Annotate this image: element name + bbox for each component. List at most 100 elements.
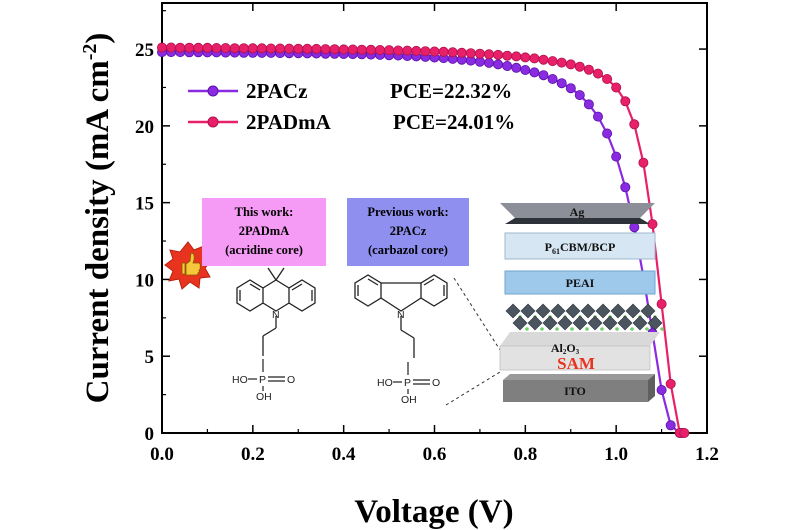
legend-label-2padma: 2PADmA xyxy=(246,110,332,134)
y-axis-title-main: Current density (mA cm xyxy=(80,60,116,403)
y-tick-label: 15 xyxy=(135,194,154,215)
data-point xyxy=(665,420,676,431)
data-point xyxy=(393,45,404,56)
legend-pce-2padma: PCE=24.01% xyxy=(393,110,515,134)
lattice-octahedron xyxy=(632,315,648,331)
lattice-octahedron xyxy=(602,315,618,331)
data-point xyxy=(647,219,658,230)
data-point xyxy=(256,43,267,54)
data-point xyxy=(656,298,667,309)
lattice-cation xyxy=(585,327,589,331)
data-point xyxy=(402,45,413,56)
data-point xyxy=(574,90,585,101)
y-tick-labels: 0 5 10 15 20 25 xyxy=(135,40,154,445)
data-point xyxy=(556,57,567,68)
data-point xyxy=(583,64,594,75)
lattice-octahedron xyxy=(580,303,596,319)
data-point xyxy=(338,44,349,55)
data-point xyxy=(593,68,604,79)
x-tick-label: 0.0 xyxy=(150,444,174,465)
lattice-octahedron xyxy=(527,315,543,331)
layer-al2o3-label: Al2O3 xyxy=(551,341,580,356)
carbazole-oh-label: OH xyxy=(401,394,417,406)
data-point xyxy=(538,54,549,65)
acridine-ho-label: HO xyxy=(232,374,248,386)
data-point xyxy=(679,427,690,438)
data-point xyxy=(574,61,585,72)
this-work-line3: (acridine core) xyxy=(225,243,303,257)
y-axis-title-sup: -2 xyxy=(79,44,101,61)
lattice-octahedron xyxy=(572,315,588,331)
data-point xyxy=(356,44,367,55)
data-point xyxy=(665,378,676,389)
data-point xyxy=(220,43,231,54)
data-point xyxy=(565,59,576,70)
data-point xyxy=(184,42,195,53)
data-point xyxy=(384,45,395,56)
series-layer xyxy=(156,42,690,438)
lattice-octahedron xyxy=(520,303,536,319)
lattice-cation xyxy=(600,327,604,331)
data-point xyxy=(175,42,186,53)
data-point xyxy=(320,44,331,55)
data-point xyxy=(302,43,313,54)
lattice-cation xyxy=(540,327,544,331)
layer-sam-label: SAM xyxy=(557,354,595,373)
series-2padma xyxy=(156,42,690,438)
carbazole-molecule-structure xyxy=(354,274,448,358)
data-point xyxy=(456,47,467,58)
data-point xyxy=(438,46,449,57)
data-point xyxy=(275,43,286,54)
data-point xyxy=(556,78,567,89)
legend-label-2pacz: 2PACz xyxy=(246,79,307,103)
x-tick-label: 0.4 xyxy=(332,444,356,465)
data-point xyxy=(520,52,531,63)
lattice-octahedron xyxy=(505,303,521,319)
data-point xyxy=(547,56,558,67)
data-point xyxy=(238,43,249,54)
legend-pce-2pacz: PCE=22.32% xyxy=(390,79,512,103)
x-tick-label: 0.6 xyxy=(423,444,447,465)
x-tick-label: 1.2 xyxy=(695,444,719,465)
previous-work-line3: (carbazol core) xyxy=(368,243,448,257)
data-point xyxy=(411,45,422,56)
x-tick-label: 0.2 xyxy=(241,444,265,465)
lattice-octahedron xyxy=(647,315,663,331)
data-point xyxy=(611,151,622,162)
previous-work-box: Previous work: 2PACz (carbazol core) xyxy=(347,198,469,266)
layer-etl: P61CBM/BCP xyxy=(504,232,656,260)
x-axis-title: Voltage (V) xyxy=(354,494,513,530)
layer-ag: Ag xyxy=(500,203,655,224)
data-point xyxy=(347,44,358,55)
data-point xyxy=(311,43,322,54)
layer-peai-label: PEAI xyxy=(566,276,595,290)
data-point xyxy=(329,44,340,55)
x-tick-label: 1.0 xyxy=(604,444,628,465)
data-point xyxy=(583,99,594,110)
data-point xyxy=(166,42,177,53)
data-point xyxy=(502,50,513,61)
data-point xyxy=(265,43,276,54)
acridine-phosphonate-bonds xyxy=(248,359,285,391)
lattice-octahedron xyxy=(640,303,656,319)
lattice-octahedron xyxy=(512,315,528,331)
acridine-n-label: N xyxy=(272,309,280,321)
data-point xyxy=(511,62,522,73)
this-work-box: This work: 2PADmA (acridine core) xyxy=(202,198,326,266)
data-point xyxy=(602,74,613,85)
layer-peai: PEAI xyxy=(504,270,656,295)
lattice-cation xyxy=(570,327,574,331)
lattice-octahedron xyxy=(625,303,641,319)
data-point xyxy=(611,82,622,93)
data-point xyxy=(520,65,531,76)
acridine-molecule-structure xyxy=(236,267,316,356)
data-point xyxy=(629,119,640,130)
y-tick-label: 25 xyxy=(135,40,154,61)
data-point xyxy=(202,42,213,53)
data-point xyxy=(547,74,558,85)
acridine-o-label: O xyxy=(287,374,295,386)
data-point xyxy=(511,51,522,62)
data-point xyxy=(365,44,376,55)
acridine-p-label: P xyxy=(259,374,266,386)
